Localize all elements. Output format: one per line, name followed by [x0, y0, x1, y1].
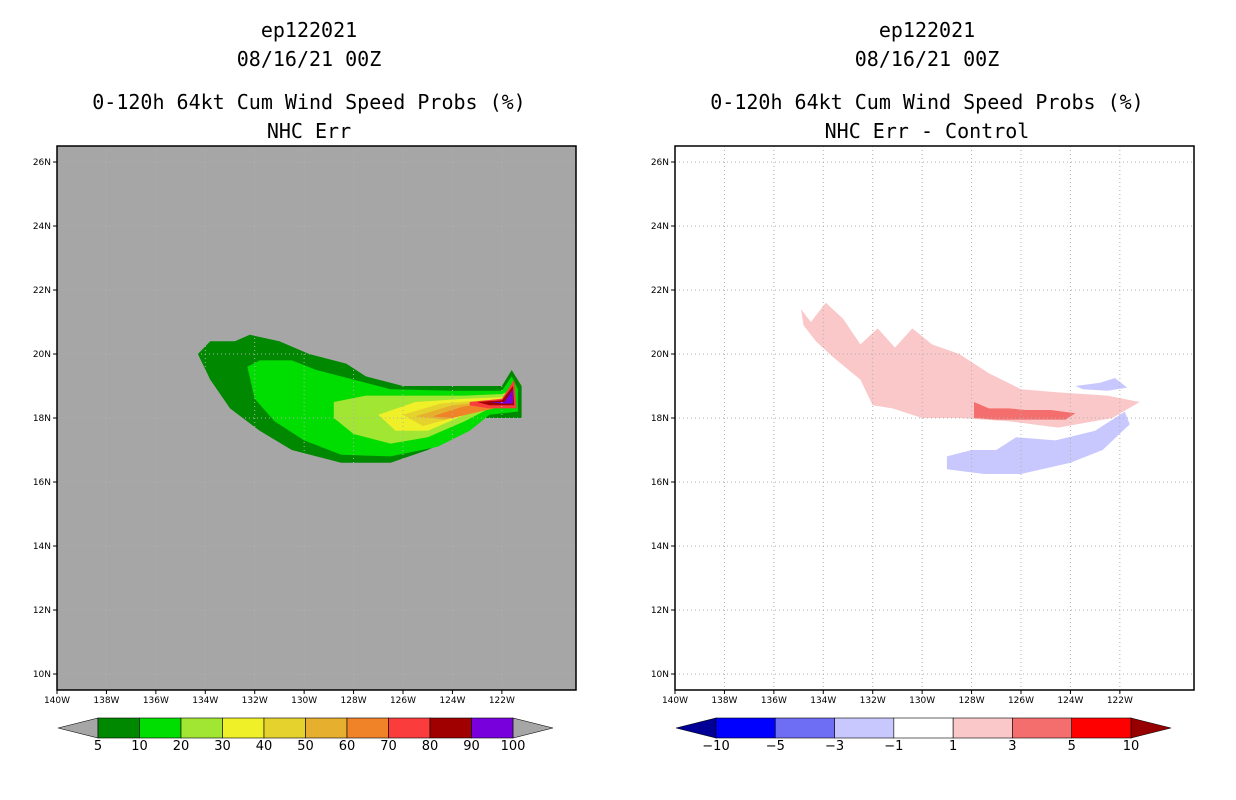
left-ytick-label-7: 24N	[33, 222, 51, 232]
left-xtick-label-1: 138W	[93, 696, 119, 706]
left-ytick-label-1: 12N	[33, 606, 51, 616]
left-colorbar-label-10: 100	[501, 739, 526, 754]
left-colorbar-swatch-8	[429, 717, 472, 739]
right-colorbar-label-4: 1	[949, 739, 957, 754]
left-chart-panel: ep122021 08/16/21 00Z 0-120h 64kt Cum Wi…	[33, 18, 577, 754]
left-colorbar-swatch-9	[471, 717, 514, 739]
right-colorbar-swatch-6	[1071, 717, 1132, 739]
right-xtick-label-6: 128W	[959, 696, 985, 706]
right-colorbar-label-7: 10	[1123, 739, 1140, 754]
left-title-product: 0-120h 64kt Cum Wind Speed Probs (%)	[92, 90, 526, 114]
right-xtick-label-7: 126W	[1008, 696, 1034, 706]
right-ytick-label-1: 12N	[651, 606, 669, 616]
right-map-chart: 140W 138W 136W 134W 132W 130W 128W 126W 124W 122W…	[651, 145, 1195, 754]
right-xtick-label-3: 134W	[810, 696, 836, 706]
right-colorbar-swatch-0	[715, 717, 776, 739]
right-colorbar-swatch-5	[1012, 717, 1073, 739]
right-colorbar-label-2: −3	[825, 739, 844, 754]
left-colorbar-swatch-5	[305, 717, 348, 739]
left-xtick-label-8: 124W	[439, 696, 465, 706]
right-colorbar-label-1: −5	[766, 739, 785, 754]
right-colorbar-label-6: 5	[1068, 739, 1076, 754]
right-contour-0	[801, 302, 1140, 428]
right-contour-1	[974, 402, 1076, 420]
left-colorbar-swatch-2	[180, 717, 223, 739]
left-title-subtitle: NHC Err	[266, 119, 352, 143]
right-contour-2	[946, 411, 1130, 474]
left-xtick-label-9: 122W	[489, 696, 515, 706]
left-ytick-label-3: 16N	[33, 478, 51, 488]
right-ytick-label-7: 24N	[651, 222, 669, 232]
left-ytick-label-6: 22N	[33, 286, 51, 296]
right-ytick-label-6: 22N	[651, 286, 669, 296]
right-xtick-label-8: 124W	[1057, 696, 1083, 706]
right-ytick-label-0: 10N	[651, 670, 669, 680]
left-xtick-label-6: 128W	[341, 696, 367, 706]
left-contour-9	[489, 389, 513, 404]
left-xtick-label-7: 126W	[390, 696, 416, 706]
left-map-chart: 140W 138W 136W 134W 132W 130W 128W 126W 124W 122W…	[33, 145, 577, 754]
left-colorbar-label-6: 60	[339, 739, 356, 754]
right-colorbar-label-5: 3	[1008, 739, 1016, 754]
right-ytick-label-5: 20N	[651, 350, 669, 360]
right-xtick-label-1: 138W	[711, 696, 737, 706]
right-xtick-label-5: 130W	[909, 696, 935, 706]
right-xtick-label-4: 132W	[860, 696, 886, 706]
left-ytick-label-5: 20N	[33, 350, 51, 360]
left-colorbar-swatch-6	[346, 717, 389, 739]
right-xtick-label-0: 140W	[662, 696, 688, 706]
right-colorbar-under-arrow	[675, 717, 717, 739]
right-title-subtitle: NHC Err - Control	[824, 119, 1030, 143]
right-ytick-label-3: 16N	[651, 478, 669, 488]
left-colorbar-over-arrow	[512, 717, 554, 739]
right-colorbar-swatch-1	[774, 717, 835, 739]
left-ytick-label-8: 26N	[33, 158, 51, 168]
left-xtick-label-3: 134W	[192, 696, 218, 706]
left-colorbar-swatch-1	[139, 717, 182, 739]
left-colorbar-label-4: 40	[256, 739, 273, 754]
right-xtick-label-9: 122W	[1107, 696, 1133, 706]
left-colorbar-label-9: 90	[463, 739, 480, 754]
left-colorbar-swatch-0	[97, 717, 140, 739]
left-colorbar-label-1: 10	[131, 739, 148, 754]
right-title-date: 08/16/21 00Z	[854, 47, 1000, 71]
left-colorbar-label-8: 80	[422, 739, 439, 754]
left-colorbar-swatch-3	[222, 717, 265, 739]
right-colorbar-over-arrow	[1130, 717, 1172, 739]
left-xtick-label-0: 140W	[44, 696, 70, 706]
left-colorbar-label-2: 20	[173, 739, 190, 754]
left-title-date: 08/16/21 00Z	[236, 47, 382, 71]
left-xtick-label-5: 130W	[291, 696, 317, 706]
left-ytick-label-4: 18N	[33, 414, 51, 424]
right-colorbar-label-0: −10	[702, 739, 729, 754]
right-ytick-label-2: 14N	[651, 542, 669, 552]
left-colorbar-label-3: 30	[214, 739, 231, 754]
right-chart-panel: ep122021 08/16/21 00Z 0-120h 64kt Cum Wi…	[618, 0, 1236, 800]
right-colorbar-swatch-3	[893, 717, 954, 739]
left-colorbar-under-arrow	[57, 717, 99, 739]
left-colorbar-label-5: 50	[297, 739, 314, 754]
right-ytick-label-4: 18N	[651, 414, 669, 424]
left-xtick-label-2: 136W	[143, 696, 169, 706]
left-colorbar-swatch-4	[263, 717, 306, 739]
right-colorbar-label-3: −1	[884, 739, 903, 754]
left-colorbar-label-7: 70	[380, 739, 397, 754]
left-ytick-label-2: 14N	[33, 542, 51, 552]
left-colorbar-swatch-7	[388, 717, 431, 739]
left-title-storm-id: ep122021	[260, 18, 358, 42]
right-colorbar-swatch-4	[952, 717, 1013, 739]
right-title-product: 0-120h 64kt Cum Wind Speed Probs (%)	[710, 90, 1144, 114]
left-ytick-label-0: 10N	[33, 670, 51, 680]
right-ytick-label-8: 26N	[651, 158, 669, 168]
right-contour-3	[1075, 378, 1128, 391]
left-contour-8	[477, 386, 515, 406]
right-colorbar-swatch-2	[834, 717, 895, 739]
left-xtick-label-4: 132W	[242, 696, 268, 706]
right-xtick-label-2: 136W	[761, 696, 787, 706]
left-colorbar-label-0: 5	[94, 739, 102, 754]
right-title-storm-id: ep122021	[878, 18, 976, 42]
